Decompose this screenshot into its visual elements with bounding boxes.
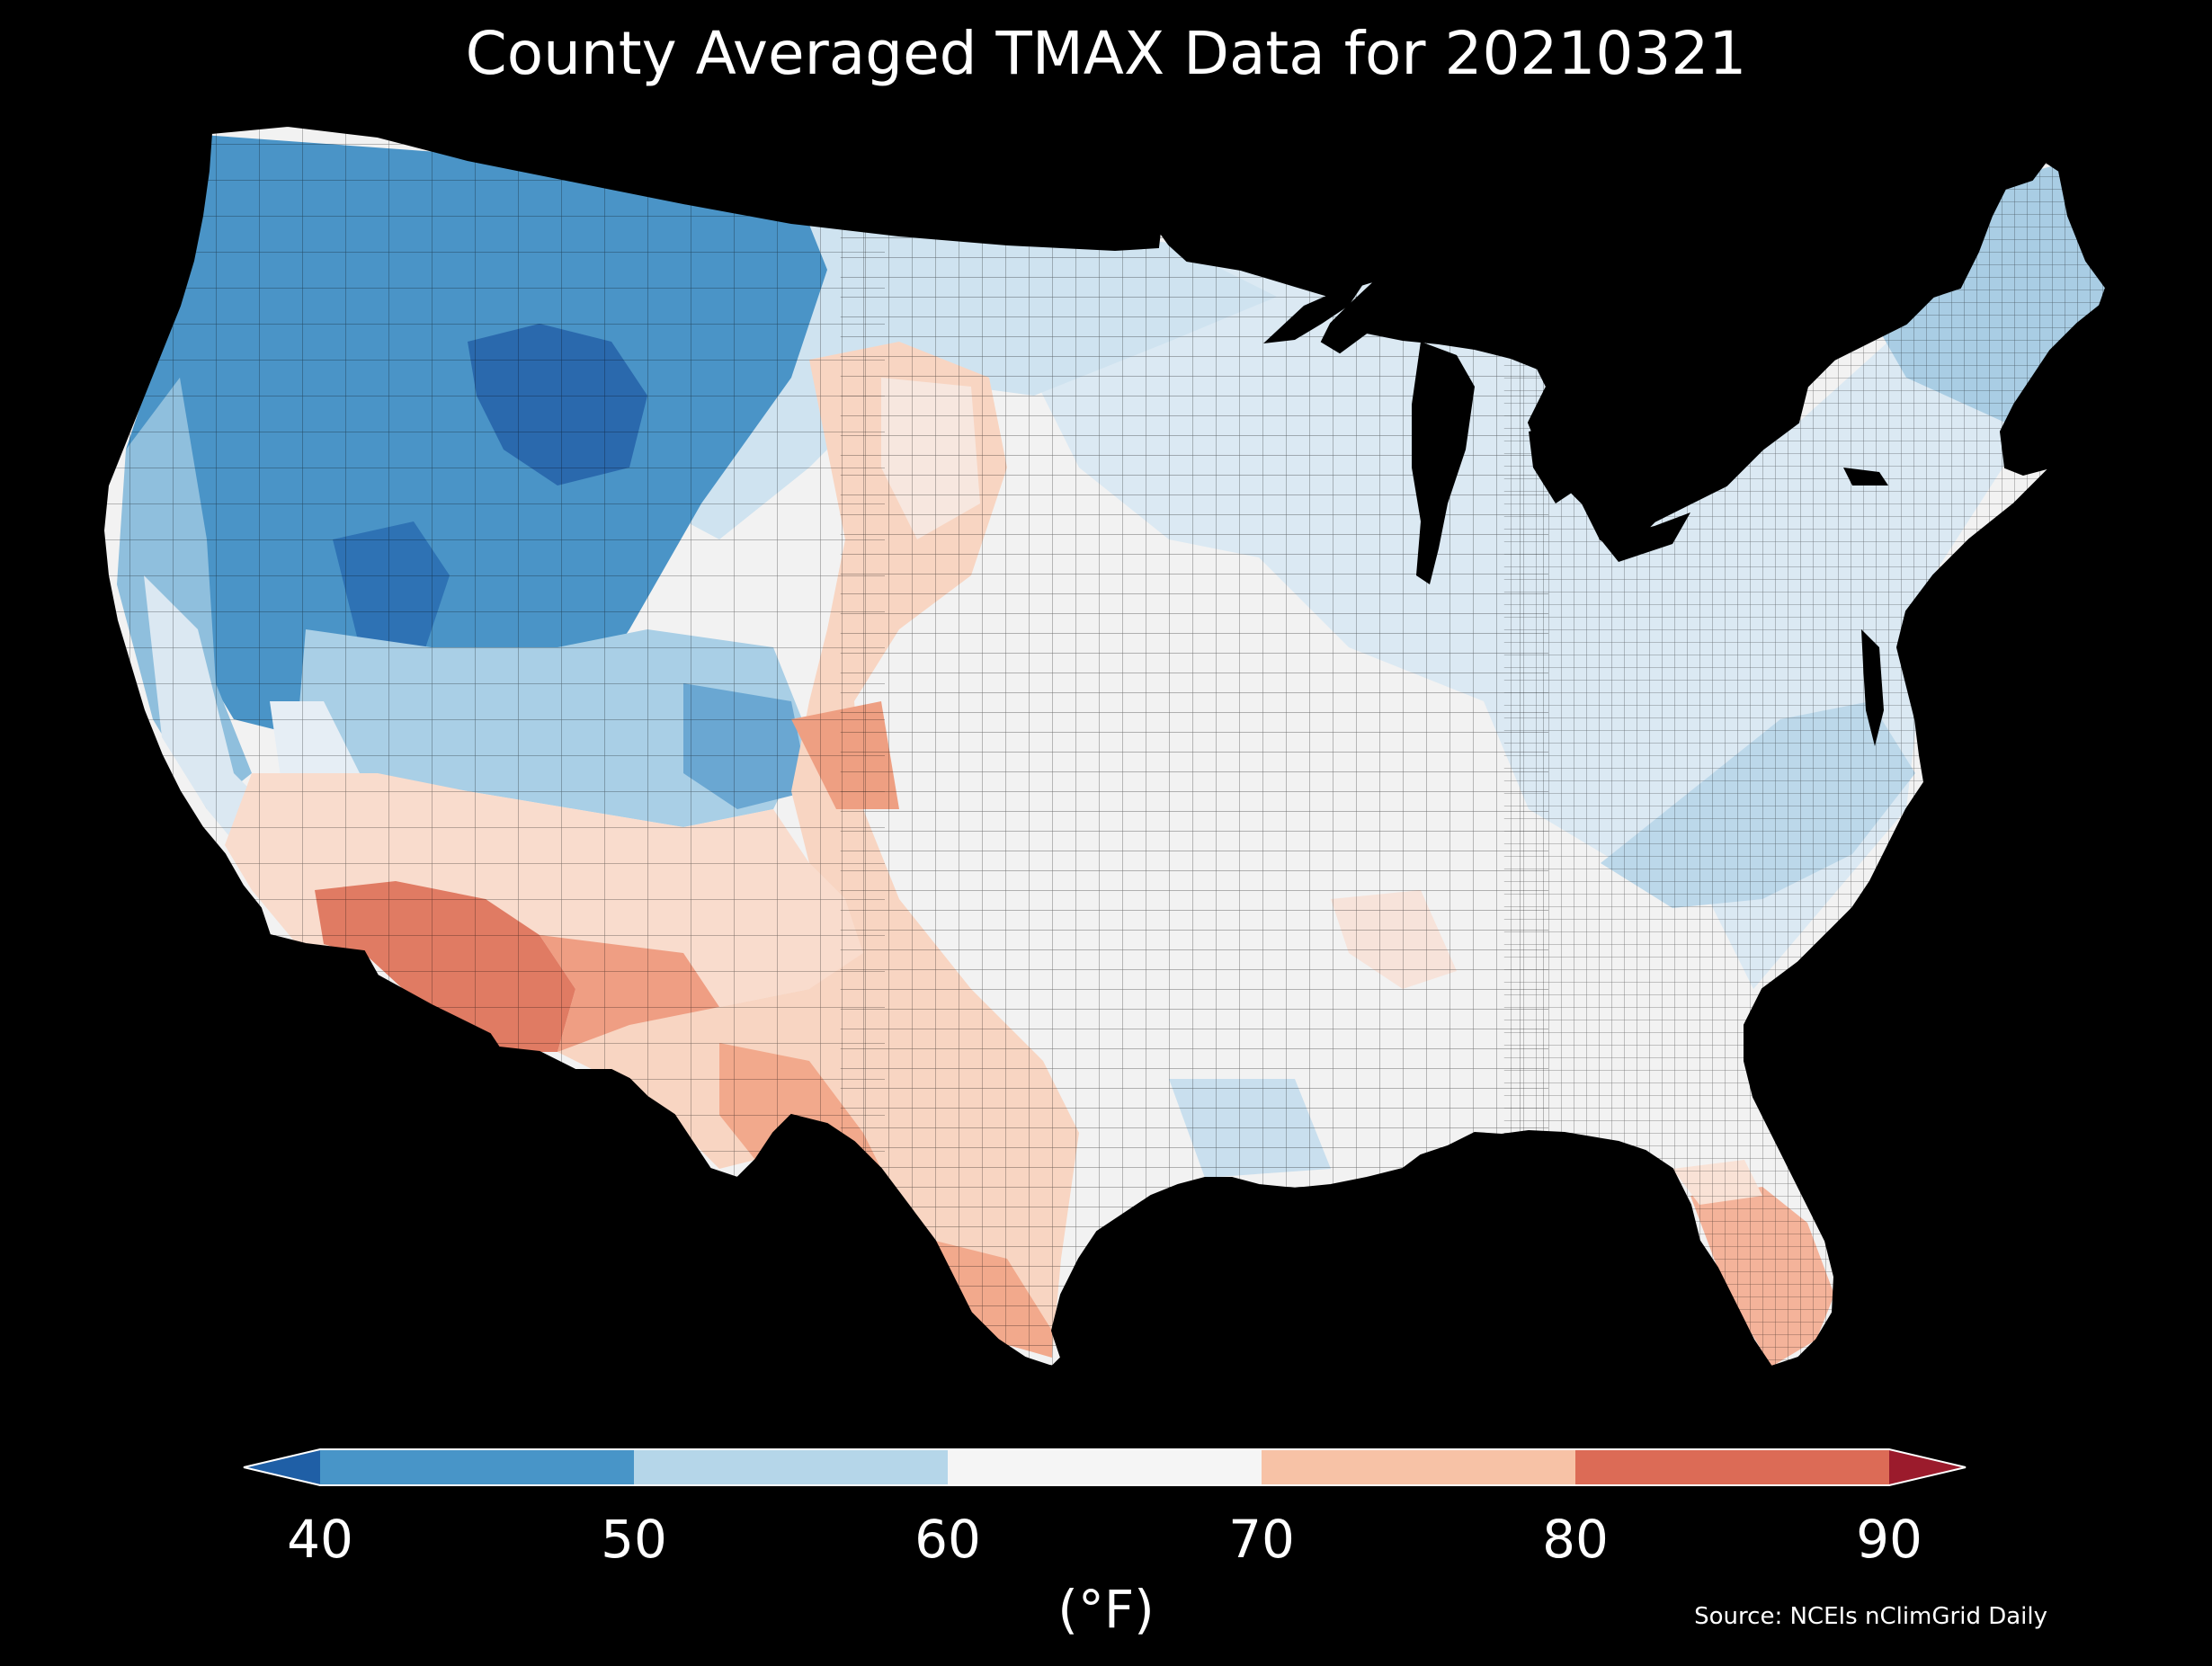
colorbar-tick-40: 40: [287, 1509, 353, 1570]
colorbar-outline: [243, 1448, 1967, 1486]
lake-michigan: [1412, 342, 1475, 584]
colorbar-bin-50-60: [634, 1449, 948, 1485]
colorbar-tick-70: 70: [1228, 1509, 1295, 1570]
colorbar-bin-70-80: [1262, 1449, 1575, 1485]
colorbar-segments: [243, 1448, 1967, 1486]
colorbar-tick-60: 60: [914, 1509, 981, 1570]
colorbar-extend-low: [244, 1449, 320, 1485]
colorbar-tick-80: 80: [1542, 1509, 1609, 1570]
colorbar-tick-50: 50: [601, 1509, 667, 1570]
chesapeake-bay: [1861, 629, 1884, 746]
colorbar-unit-label: (°F): [1057, 1579, 1155, 1640]
colorbar-bin-60-70: [948, 1449, 1262, 1485]
chart-title: County Averaged TMAX Data for 20210321: [465, 19, 1747, 88]
colorbar-extend-high: [1889, 1449, 1966, 1485]
lake-superior: [1263, 279, 1367, 343]
colorbar-bin-80-90: [1575, 1449, 1889, 1485]
lake-erie: [1601, 512, 1690, 562]
lake-huron: [1529, 423, 1592, 503]
source-credit: Source: NCEIs nClimGrid Daily: [1694, 1603, 2047, 1630]
colorbar-bin-40-50: [320, 1449, 634, 1485]
colorbar-tick-90: 90: [1856, 1509, 1922, 1570]
lake-ontario: [1843, 468, 1888, 486]
great-lakes: [1263, 279, 1888, 746]
